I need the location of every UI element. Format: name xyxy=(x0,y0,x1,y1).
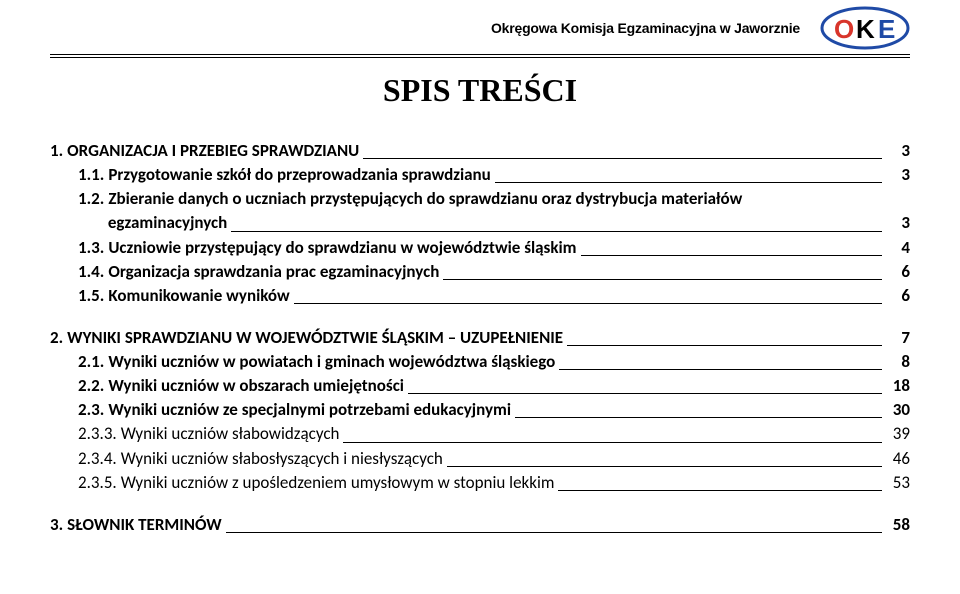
toc-entry: 1.4.Organizacja sprawdzania prac egzamin… xyxy=(50,260,910,284)
toc-number: 1.1. xyxy=(50,163,108,187)
toc-number: 2. xyxy=(50,326,67,350)
toc-label: SŁOWNIK TERMINÓW xyxy=(67,513,224,537)
toc-number: 1.4. xyxy=(50,260,108,284)
toc-label: Wyniki uczniów z upośledzeniem umysłowym… xyxy=(121,471,557,495)
toc-entry: 1.5.Komunikowanie wyników 6 xyxy=(50,284,910,308)
toc-entry: 1.1.Przygotowanie szkół do przeprowadzan… xyxy=(50,163,910,187)
toc-leader-line xyxy=(408,393,882,394)
toc-number: 1.2. xyxy=(50,187,108,211)
toc-page-number: 53 xyxy=(884,471,910,495)
toc-entry: 2.1.Wyniki uczniów w powiatach i gminach… xyxy=(50,350,910,374)
toc-page-number: 18 xyxy=(884,374,910,398)
toc-number: 2.1. xyxy=(50,350,108,374)
toc-leader-line xyxy=(294,303,882,304)
oke-logo: O K E xyxy=(820,6,910,50)
toc-number: 2.2. xyxy=(50,374,108,398)
toc-page-number: 8 xyxy=(884,350,910,374)
svg-text:E: E xyxy=(878,14,895,44)
toc-number: 2.3.4. xyxy=(50,447,121,471)
toc-number: 3. xyxy=(50,513,67,537)
toc-leader-line xyxy=(495,182,882,183)
toc-leader-line xyxy=(226,532,882,533)
toc-label: Zbieranie danych o uczniach przystępując… xyxy=(108,187,744,211)
svg-text:O: O xyxy=(834,14,854,44)
toc-label: WYNIKI SPRAWDZIANU W WOJEWÓDZTWIE ŚLĄSKI… xyxy=(67,326,565,350)
toc-leader-line xyxy=(343,442,882,443)
toc-number: 1.5. xyxy=(50,284,108,308)
header-rule-thick xyxy=(50,54,910,55)
header-rule-thin xyxy=(50,57,910,58)
toc-leader-line xyxy=(559,369,882,370)
toc-leader-line xyxy=(558,490,882,491)
toc-label: Komunikowanie wyników xyxy=(108,284,291,308)
toc-entry: 2.3.4.Wyniki uczniów słabosłyszących i n… xyxy=(50,447,910,471)
toc-leader-line xyxy=(515,417,882,418)
svg-text:K: K xyxy=(856,14,875,44)
toc-leader-line xyxy=(443,279,882,280)
toc-entry: 2.3.5.Wyniki uczniów z upośledzeniem umy… xyxy=(50,471,910,495)
toc-label: Wyniki uczniów w powiatach i gminach woj… xyxy=(108,350,557,374)
toc-entry: 1.2.Zbieranie danych o uczniach przystęp… xyxy=(50,187,910,235)
toc-label: Wyniki uczniów słabowidzących xyxy=(121,422,342,446)
toc-number: 1.3. xyxy=(50,236,108,260)
header-org-name: Okręgowa Komisja Egzaminacyjna w Jaworzn… xyxy=(491,20,800,36)
toc-page-number: 6 xyxy=(884,260,910,284)
toc-entry: 2.3.Wyniki uczniów ze specjalnymi potrze… xyxy=(50,398,910,422)
toc-label: Wyniki uczniów ze specjalnymi potrzebami… xyxy=(108,398,513,422)
toc-number: 1. xyxy=(50,139,67,163)
toc-number: 2.3. xyxy=(50,398,108,422)
toc-page-number: 58 xyxy=(884,513,910,537)
toc-entry: 1.3.Uczniowie przystępujący do sprawdzia… xyxy=(50,236,910,260)
toc-entry: 2.2.Wyniki uczniów w obszarach umiejętno… xyxy=(50,374,910,398)
toc-entry: 2.3.3.Wyniki uczniów słabowidzących 39 xyxy=(50,422,910,446)
toc-page-number: 30 xyxy=(884,398,910,422)
toc-page-number: 4 xyxy=(884,236,910,260)
toc-leader-line xyxy=(363,158,882,159)
toc-leader-line xyxy=(581,255,883,256)
toc-page-number: 3 xyxy=(884,163,910,187)
page-title: SPIS TREŚCI xyxy=(50,72,910,109)
toc-label: Wyniki uczniów w obszarach umiejętności xyxy=(108,374,406,398)
document-page: Okręgowa Komisja Egzaminacyjna w Jaworzn… xyxy=(0,0,960,594)
oke-logo-icon: O K E xyxy=(820,6,910,50)
toc-page-number: 3 xyxy=(884,139,910,163)
toc-number: 2.3.3. xyxy=(50,422,121,446)
toc-entry: 3.SŁOWNIK TERMINÓW 58 xyxy=(50,513,910,537)
toc-leader-line xyxy=(231,231,882,232)
toc-page-number: 39 xyxy=(884,422,910,446)
toc-page-number: 46 xyxy=(884,447,910,471)
toc-label: ORGANIZACJA I PRZEBIEG SPRAWDZIANU xyxy=(67,139,361,163)
toc-leader-line xyxy=(567,345,882,346)
toc-entry: 2.WYNIKI SPRAWDZIANU W WOJEWÓDZTWIE ŚLĄS… xyxy=(50,326,910,350)
toc-page-number: 7 xyxy=(884,326,910,350)
toc-label: Przygotowanie szkół do przeprowadzania s… xyxy=(108,163,492,187)
toc-number: 2.3.5. xyxy=(50,471,121,495)
toc-entry: 1.ORGANIZACJA I PRZEBIEG SPRAWDZIANU 3 xyxy=(50,139,910,163)
table-of-contents: 1.ORGANIZACJA I PRZEBIEG SPRAWDZIANU31.1… xyxy=(50,139,910,537)
toc-page-number: 3 xyxy=(884,211,910,235)
toc-page-number: 6 xyxy=(884,284,910,308)
toc-label: Organizacja sprawdzania prac egzaminacyj… xyxy=(108,260,441,284)
toc-label: Uczniowie przystępujący do sprawdzianu w… xyxy=(108,236,578,260)
page-header: Okręgowa Komisja Egzaminacyjna w Jaworzn… xyxy=(50,0,910,52)
toc-leader-line xyxy=(447,466,882,467)
toc-label: Wyniki uczniów słabosłyszących i niesłys… xyxy=(121,447,445,471)
toc-label: egzaminacyjnych xyxy=(108,211,229,235)
